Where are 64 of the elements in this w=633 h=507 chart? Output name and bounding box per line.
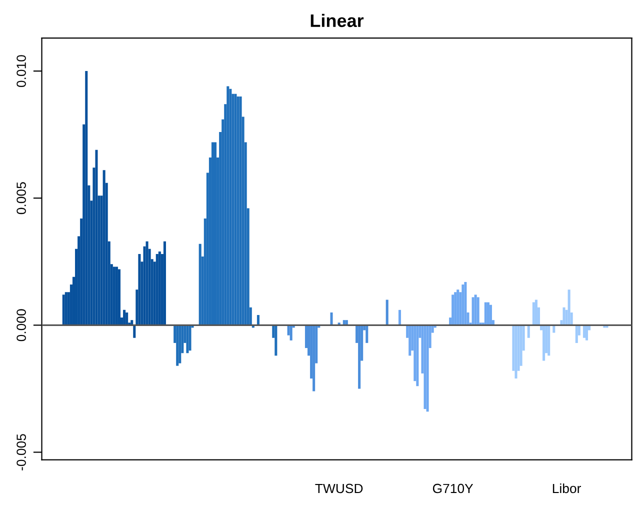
bar xyxy=(274,325,278,356)
bar xyxy=(575,325,578,343)
x-tick-label: TWUSD xyxy=(315,484,363,494)
bar xyxy=(138,254,141,326)
y-tick-label: 0.000 xyxy=(16,309,26,342)
x-tick-label: Libor xyxy=(552,483,581,494)
bar xyxy=(198,244,202,326)
bar xyxy=(158,251,161,326)
bar xyxy=(188,325,192,351)
bar xyxy=(542,325,546,361)
bar xyxy=(102,170,106,326)
x-tick-label: G710Y xyxy=(432,484,474,494)
bar xyxy=(178,325,182,364)
bar xyxy=(330,312,333,326)
bar xyxy=(476,297,480,326)
bar xyxy=(462,284,464,326)
bar xyxy=(424,325,426,410)
bar xyxy=(527,325,530,338)
bar xyxy=(312,325,316,392)
bar xyxy=(358,325,361,389)
bar xyxy=(126,312,128,326)
bar xyxy=(472,297,474,326)
bar xyxy=(95,150,98,326)
bar xyxy=(229,88,232,326)
bar xyxy=(548,325,550,356)
bar xyxy=(236,96,240,326)
bar xyxy=(156,254,158,326)
bar xyxy=(186,325,189,354)
bar xyxy=(426,325,429,412)
bar xyxy=(534,300,538,326)
bar xyxy=(256,315,260,326)
bar xyxy=(163,241,166,326)
bar xyxy=(452,294,454,326)
bar xyxy=(123,310,126,326)
bar xyxy=(226,86,230,326)
bar xyxy=(464,282,467,326)
bar xyxy=(386,300,388,326)
bar xyxy=(416,325,419,386)
bar xyxy=(64,292,68,326)
y-tick-label: -0.005 xyxy=(16,434,26,470)
bar xyxy=(568,290,570,326)
bar xyxy=(176,325,179,366)
bar xyxy=(562,307,566,326)
bar xyxy=(85,71,88,326)
bar xyxy=(582,325,586,338)
chart-title: Linear xyxy=(310,14,364,28)
bar xyxy=(234,94,237,326)
bar xyxy=(484,302,487,326)
bar xyxy=(112,266,116,326)
bar xyxy=(398,310,402,326)
bar xyxy=(239,96,242,326)
bar xyxy=(62,294,65,326)
y-tick-label: 0.010 xyxy=(16,55,26,88)
bar xyxy=(532,302,535,326)
bar xyxy=(408,325,412,356)
bar xyxy=(290,325,292,340)
bar xyxy=(118,269,120,326)
bar xyxy=(366,325,368,343)
bar xyxy=(489,304,492,326)
bar xyxy=(474,294,477,326)
bar xyxy=(146,241,148,326)
bar xyxy=(585,325,588,340)
y-tick-label: 0.005 xyxy=(16,182,26,214)
bar xyxy=(133,325,136,338)
